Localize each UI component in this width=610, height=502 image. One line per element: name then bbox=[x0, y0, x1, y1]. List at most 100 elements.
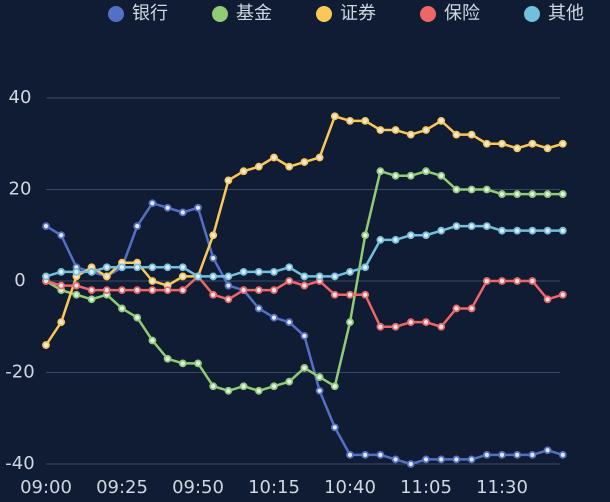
data-point bbox=[57, 267, 66, 276]
data-point bbox=[42, 222, 50, 231]
data-point bbox=[118, 286, 126, 295]
data-point bbox=[391, 455, 400, 464]
data-point bbox=[148, 336, 157, 345]
data-point bbox=[224, 386, 233, 395]
data-point bbox=[42, 341, 50, 349]
data-point bbox=[361, 450, 370, 459]
data-point bbox=[361, 290, 370, 299]
x-tick-label: 11:30 bbox=[476, 477, 528, 498]
y-tick-label: 20 bbox=[9, 179, 32, 200]
data-point bbox=[148, 277, 157, 285]
data-point bbox=[209, 272, 218, 281]
data-point bbox=[163, 263, 172, 272]
y-tick-label: 40 bbox=[9, 87, 32, 108]
data-point bbox=[376, 322, 385, 331]
data-point bbox=[57, 318, 66, 327]
data-point bbox=[102, 272, 111, 281]
data-point bbox=[315, 373, 324, 381]
data-point bbox=[346, 267, 354, 276]
data-point bbox=[376, 167, 385, 176]
data-point bbox=[178, 263, 187, 272]
data-point bbox=[513, 277, 522, 285]
legend-marker bbox=[108, 6, 124, 22]
data-point bbox=[57, 281, 66, 290]
data-point bbox=[72, 290, 81, 299]
data-point bbox=[543, 446, 552, 455]
data-point bbox=[498, 139, 506, 148]
data-point bbox=[254, 162, 263, 171]
data-point bbox=[346, 318, 354, 327]
data-point bbox=[437, 226, 446, 235]
x-tick-label: 10:40 bbox=[324, 477, 376, 498]
data-point bbox=[330, 272, 339, 281]
data-point bbox=[224, 176, 233, 185]
legend-label: 证券 bbox=[340, 3, 376, 24]
data-point bbox=[422, 318, 430, 327]
data-point bbox=[285, 377, 294, 386]
data-point bbox=[482, 450, 491, 459]
data-point bbox=[467, 455, 476, 464]
data-point bbox=[133, 222, 142, 231]
data-point bbox=[391, 171, 400, 180]
data-point bbox=[558, 450, 567, 459]
data-point bbox=[513, 226, 522, 235]
data-point bbox=[406, 318, 415, 327]
data-point bbox=[300, 281, 309, 290]
x-tick-label: 10:15 bbox=[248, 477, 300, 498]
data-point bbox=[285, 263, 294, 272]
data-point bbox=[87, 286, 96, 295]
data-point bbox=[422, 167, 430, 176]
data-point bbox=[452, 130, 461, 139]
data-point bbox=[270, 153, 278, 162]
data-point bbox=[300, 331, 309, 340]
data-point bbox=[498, 450, 506, 459]
data-point bbox=[254, 386, 263, 395]
data-point bbox=[178, 272, 187, 281]
data-point bbox=[285, 162, 294, 171]
data-point bbox=[558, 190, 567, 198]
data-point bbox=[209, 231, 218, 240]
data-point bbox=[543, 144, 552, 153]
data-point bbox=[330, 112, 339, 121]
data-point bbox=[224, 281, 233, 290]
data-point bbox=[482, 277, 491, 285]
data-point bbox=[513, 450, 522, 459]
data-point bbox=[437, 322, 446, 331]
data-point bbox=[391, 126, 400, 134]
y-tick-label: -40 bbox=[5, 453, 34, 474]
legend-marker bbox=[212, 6, 228, 22]
data-point bbox=[239, 382, 248, 391]
data-point bbox=[194, 203, 202, 212]
data-point bbox=[102, 263, 111, 272]
data-point bbox=[270, 267, 278, 276]
data-point bbox=[346, 290, 354, 299]
data-point bbox=[528, 450, 537, 459]
y-tick-label: 0 bbox=[14, 270, 25, 291]
data-point bbox=[361, 231, 370, 240]
data-point bbox=[376, 235, 385, 244]
data-point bbox=[133, 286, 142, 295]
data-point bbox=[209, 290, 218, 299]
legend-marker bbox=[316, 6, 332, 22]
data-point bbox=[498, 190, 506, 198]
data-point bbox=[57, 231, 66, 240]
data-point bbox=[163, 354, 172, 363]
data-point bbox=[254, 286, 263, 295]
data-point bbox=[270, 382, 278, 391]
data-point bbox=[315, 386, 324, 395]
data-point bbox=[224, 272, 233, 281]
data-point bbox=[42, 272, 50, 281]
x-tick-label: 09:00 bbox=[20, 477, 72, 498]
data-point bbox=[437, 116, 446, 125]
data-point bbox=[163, 203, 172, 212]
data-point bbox=[558, 290, 567, 299]
data-point bbox=[330, 423, 339, 432]
legend-label: 银行 bbox=[132, 3, 168, 24]
data-point bbox=[270, 286, 278, 295]
data-point bbox=[133, 263, 142, 272]
data-point bbox=[194, 359, 202, 368]
data-point bbox=[300, 364, 309, 372]
data-point bbox=[467, 130, 476, 139]
x-tick-label: 09:25 bbox=[96, 477, 148, 498]
